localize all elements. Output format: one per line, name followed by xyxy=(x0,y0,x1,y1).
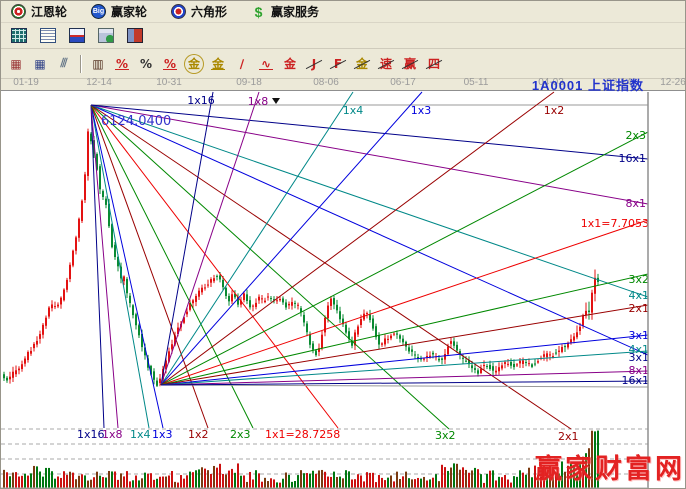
menu-item-赢家服务[interactable]: $ 赢家服务 xyxy=(251,3,319,20)
menu-item-label: 六角形 xyxy=(191,5,228,19)
fan-label: 1x16 xyxy=(77,428,105,441)
symbol-title: 1A0001 上证指数 xyxy=(531,78,644,93)
fan-label: 8x1 xyxy=(628,364,649,377)
fan-label: 3x2 xyxy=(435,429,456,442)
date-tick-06-17: 06-17 xyxy=(390,77,416,88)
web-page-icon-button[interactable] xyxy=(96,26,116,46)
date-axis: 01-19 12-14 10-31 09-18 08-06 06-17 05-11 04-03… xyxy=(1,77,685,90)
fan-label: 1x1=28.7258 xyxy=(265,428,340,441)
gold-box-tool-button[interactable]: 金 xyxy=(279,53,301,75)
fan-label: 4x1 xyxy=(628,289,649,302)
date-tick-12-14: 12-14 xyxy=(86,77,112,88)
win-line-tool-button[interactable]: 赢 xyxy=(399,53,421,75)
fan-label: 1x2 xyxy=(544,104,565,117)
calculator-icon xyxy=(11,28,27,43)
notepad-icon-button[interactable] xyxy=(38,26,58,46)
four-line-tool-button[interactable]: 四 xyxy=(423,53,445,75)
date-tick-08-06: 08-06 xyxy=(313,77,339,88)
fan-label: 1x4 xyxy=(343,104,364,117)
menu-item-label: 赢家轮 xyxy=(111,5,148,19)
drawing-toolbar: ▦ ▦ ⫻ ▥%%% 金金 ∕ ∿ 金 J F 金速赢四 xyxy=(1,49,685,79)
percent-retrace-tool-button[interactable]: % xyxy=(159,53,181,75)
fan-label: 1x4 xyxy=(130,428,151,441)
percent-tool-button[interactable]: % xyxy=(135,53,157,75)
notepad-icon xyxy=(40,28,56,43)
fan-label: 2x3 xyxy=(230,428,251,441)
fan-label: 3x1 xyxy=(628,351,649,364)
grid-tool-button[interactable]: ▦ xyxy=(5,53,27,75)
f-line-tool-button[interactable]: F xyxy=(327,53,349,75)
fan-label: 16x1 xyxy=(618,152,646,165)
gold-slash-tool-button[interactable]: 金 xyxy=(351,53,373,75)
date-tick-12-26: 12-26 xyxy=(660,77,686,88)
date-tick-05-11: 05-11 xyxy=(463,77,489,88)
menu-item-江恩轮[interactable]: 江恩轮 xyxy=(11,3,67,20)
gold-circle-tool-button[interactable]: 金 xyxy=(183,53,205,75)
dollar-service-icon: $ xyxy=(254,3,263,20)
truck-icon-button[interactable] xyxy=(125,26,145,46)
fan-label: 2x1 xyxy=(558,430,579,443)
save-icon xyxy=(69,28,85,43)
fan-label: 16x1 xyxy=(621,374,649,387)
fan-label: 3x2 xyxy=(628,273,649,286)
menu-item-六角形[interactable]: 六角形 xyxy=(171,3,227,20)
gann-wheel-target-icon xyxy=(11,4,26,19)
fan-lines-tool-button[interactable]: ⫻ xyxy=(53,53,75,75)
bars-tool-button[interactable]: ▥ xyxy=(87,53,109,75)
date-tick-10-31: 10-31 xyxy=(156,77,182,88)
menu-item-label: 江恩轮 xyxy=(31,5,68,19)
fan-label: 1x8 xyxy=(102,428,123,441)
toolbar-separator xyxy=(80,54,82,73)
web-page-icon xyxy=(98,28,114,43)
fan-label: 1x3 xyxy=(152,428,173,441)
menubar: 江恩轮 Big 赢家轮 六角形 $ 赢家服务 xyxy=(1,1,685,23)
fan-label: 2x3 xyxy=(625,129,646,142)
menu-item-label: 赢家服务 xyxy=(271,5,320,19)
fan-label: 8x1 xyxy=(625,197,646,210)
date-marker-triangle xyxy=(272,98,280,104)
fan-label: 1x1=7.7053 xyxy=(581,217,649,230)
date-tick-09-18: 09-18 xyxy=(236,77,262,88)
date-tick-01-19: 01-19 xyxy=(13,77,39,88)
pen-tool-button[interactable]: ∕ xyxy=(231,53,253,75)
wave-tool-button[interactable]: ∿ xyxy=(255,53,277,75)
fan-label: 4x1 xyxy=(628,343,649,356)
fan-label: 1x3 xyxy=(411,104,432,117)
hexagon-icon xyxy=(171,4,187,19)
fan-label: 1x2 xyxy=(188,428,209,441)
save-icon-button[interactable] xyxy=(67,26,87,46)
percent-line-tool-button[interactable]: % xyxy=(111,53,133,75)
menu-item-赢家轮[interactable]: Big 赢家轮 xyxy=(91,3,147,20)
main-toolbar xyxy=(1,23,685,49)
date-tick-04-03: 04-03 xyxy=(538,77,564,88)
calculator-icon-button[interactable] xyxy=(9,26,29,46)
speed-line-tool-button[interactable]: 速 xyxy=(375,53,397,75)
fan-label: 1x8 xyxy=(248,95,269,108)
j-line-tool-button[interactable]: J xyxy=(303,53,325,75)
gold-line-tool-button[interactable]: 金 xyxy=(207,53,229,75)
watermark: 赢家财富网 xyxy=(535,454,685,485)
truck-icon xyxy=(127,28,143,43)
chart-area[interactable]: 6124.0400 1x16 1x8 1x4 1x3 1x2 2x3 16x1 8x1 1x1=7… xyxy=(1,90,686,489)
grid-chart-tool-button[interactable]: ▦ xyxy=(29,53,51,75)
date-tick-02-14: 02-14 xyxy=(606,77,632,88)
fan-label: 1x16 xyxy=(187,94,215,107)
fan-label: 6124.0400 xyxy=(101,114,171,129)
fan-label: 3x1 xyxy=(628,329,649,342)
winner-wheel-big-icon: Big xyxy=(91,4,107,19)
fan-label: 2x1 xyxy=(628,302,649,315)
